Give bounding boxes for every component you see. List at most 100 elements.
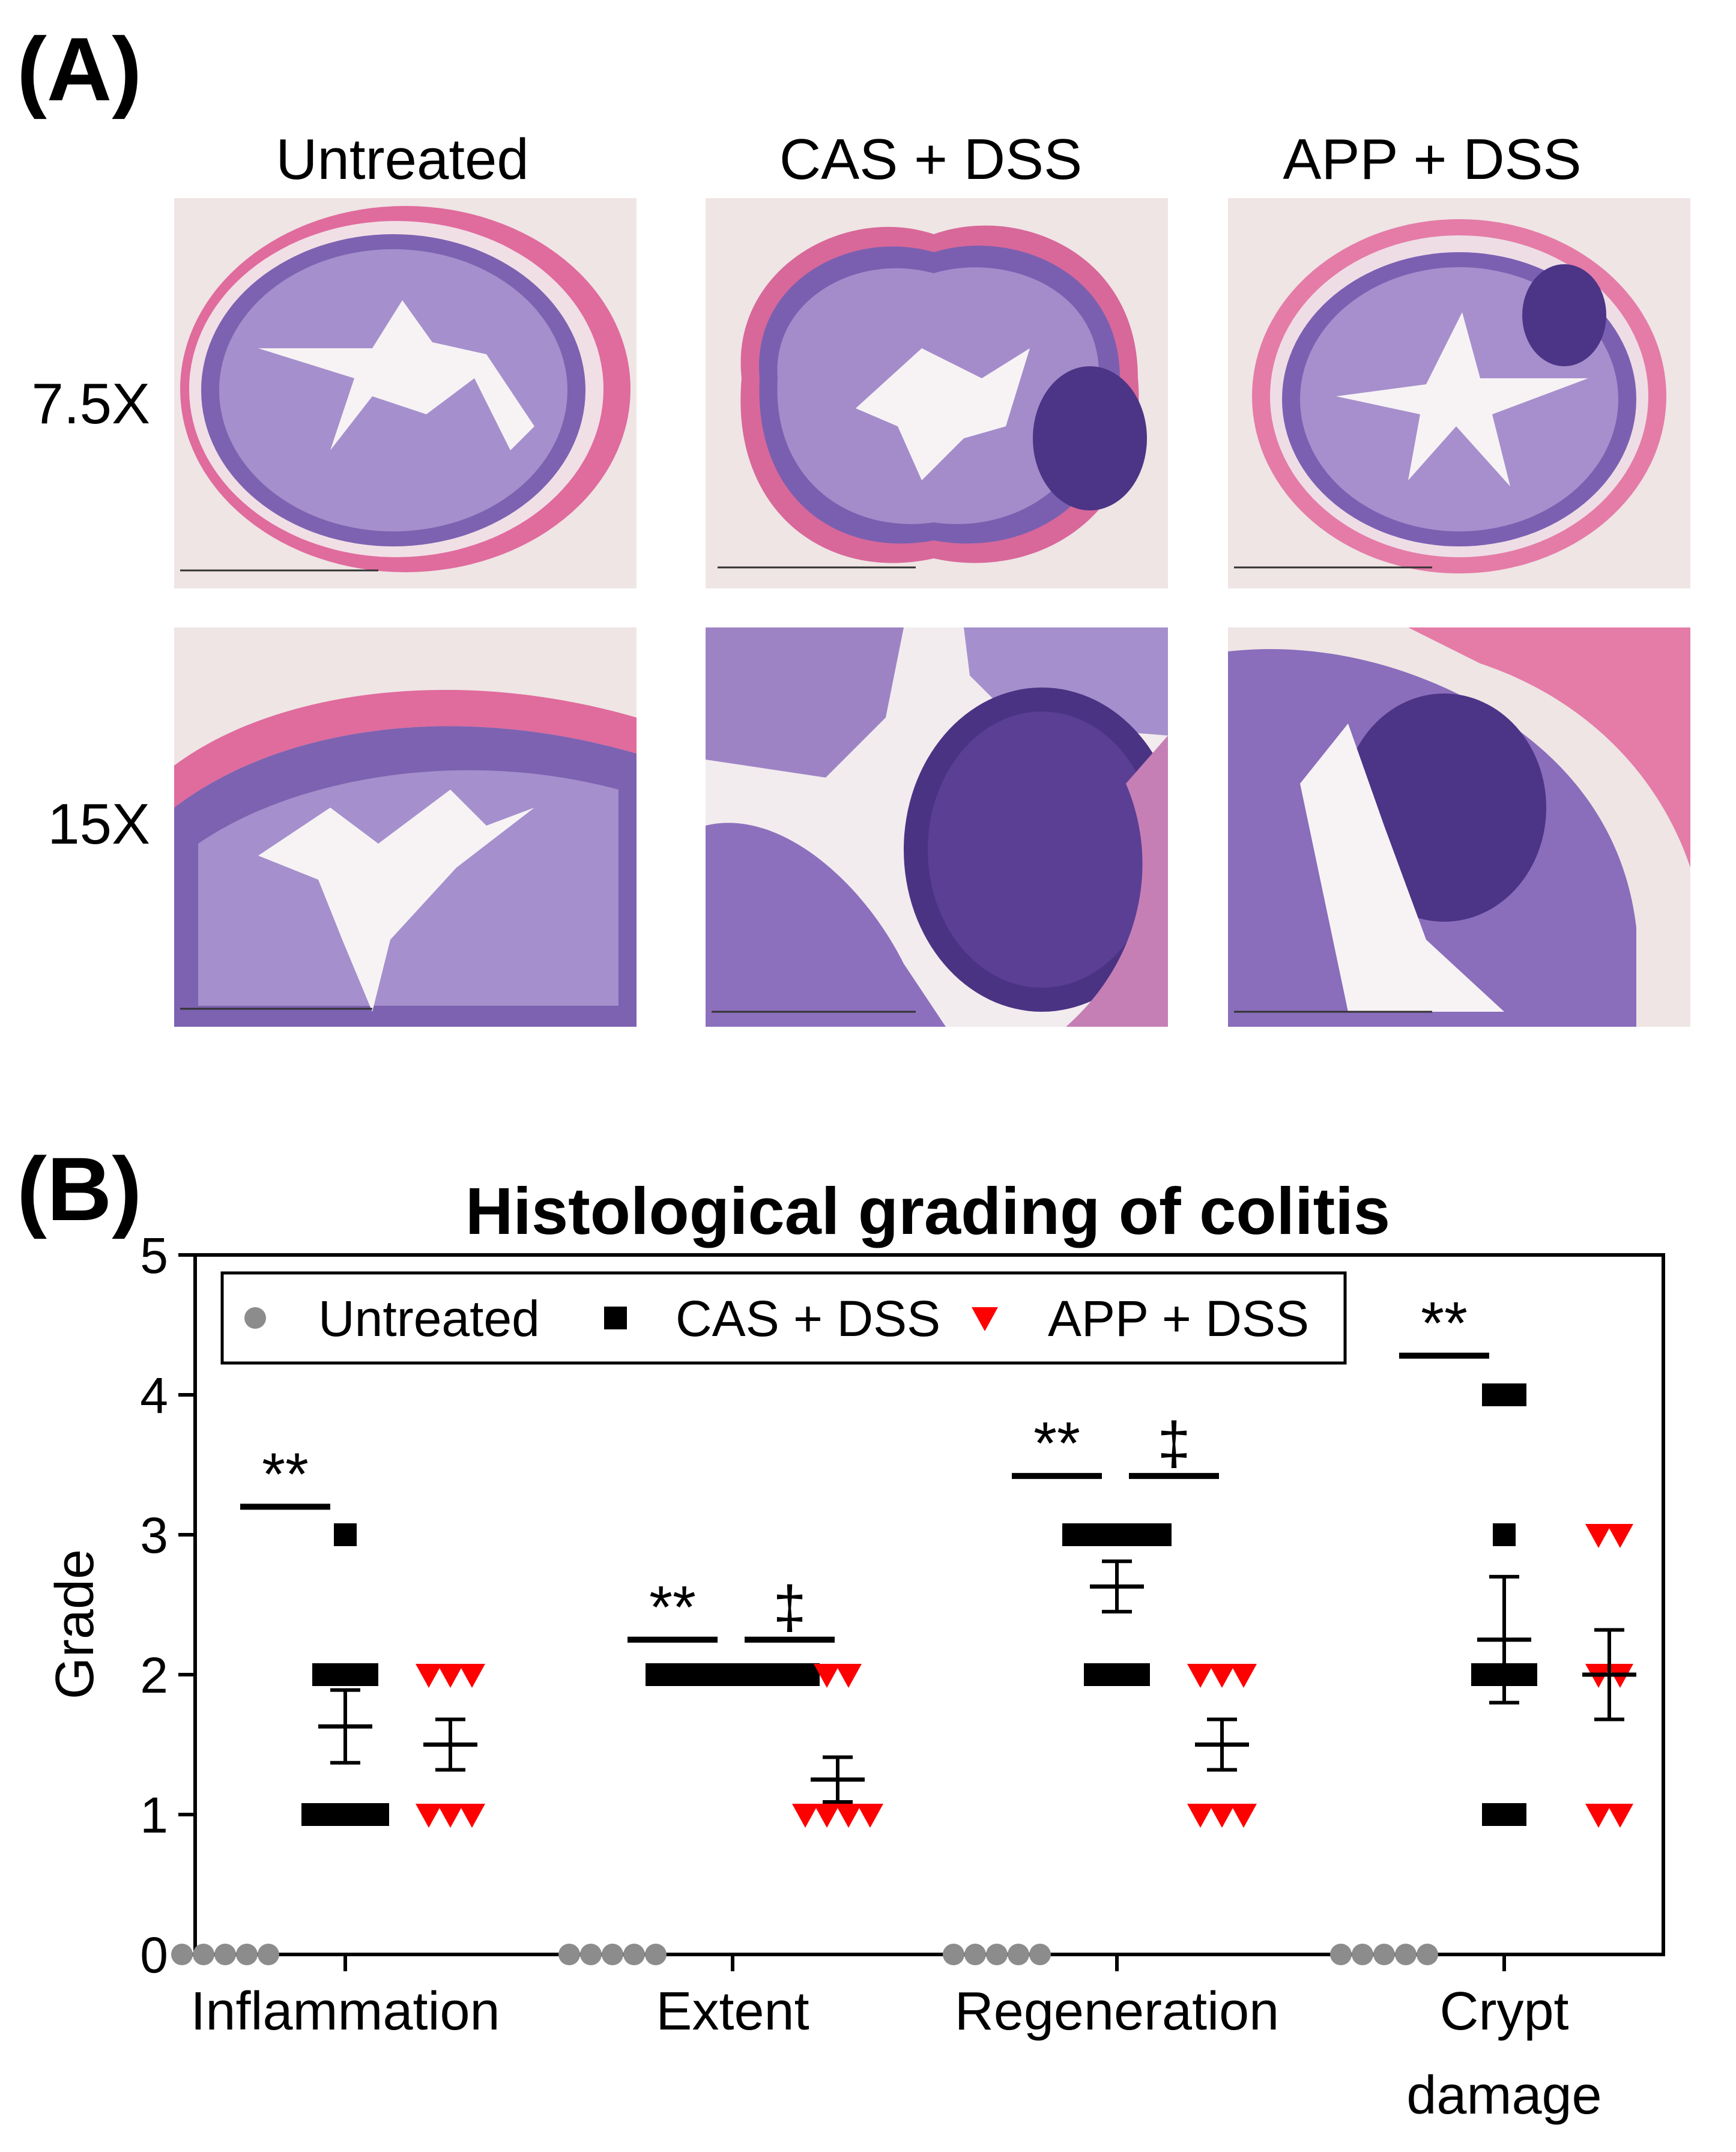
data-point — [301, 1803, 324, 1826]
data-point — [1029, 1944, 1051, 1965]
data-point — [1105, 1523, 1128, 1546]
data-point — [334, 1663, 357, 1686]
data-point — [646, 1663, 668, 1686]
data-point — [1352, 1944, 1373, 1965]
significance-label: ‡ — [773, 1574, 806, 1641]
data-point — [1062, 1523, 1085, 1546]
data-point — [312, 1663, 335, 1686]
data-point — [1504, 1383, 1526, 1406]
data-point — [1209, 1804, 1235, 1828]
data-point — [1585, 1524, 1612, 1548]
column-header-app-dss: APP + DSS — [1283, 127, 1582, 192]
data-point — [1373, 1944, 1395, 1965]
data-point — [667, 1663, 690, 1686]
plot-frame — [193, 1253, 1665, 1956]
data-point — [1395, 1944, 1417, 1965]
y-axis-label: Grade — [45, 1549, 105, 1699]
data-point — [345, 1803, 367, 1826]
data-point — [1482, 1803, 1505, 1826]
data-point — [1230, 1804, 1257, 1828]
data-point — [1149, 1523, 1172, 1546]
data-point — [792, 1804, 818, 1828]
row-header-15x: 15X — [47, 792, 150, 856]
data-point — [323, 1803, 346, 1826]
data-point — [835, 1804, 862, 1828]
x-tick-label: Regeneration — [955, 1981, 1279, 2042]
column-header-untreated: Untreated — [276, 127, 529, 192]
data-point — [1187, 1804, 1214, 1828]
data-point — [193, 1944, 214, 1965]
data-point — [1209, 1664, 1235, 1688]
x-tick-label: damage — [1406, 2066, 1601, 2126]
panel-b-letter: (B) — [17, 1138, 142, 1239]
data-point — [1514, 1663, 1537, 1686]
data-point — [645, 1944, 667, 1965]
data-point — [814, 1804, 840, 1828]
data-point — [1084, 1663, 1107, 1686]
data-point — [972, 1307, 998, 1331]
data-point — [437, 1804, 464, 1828]
y-tick-label: 5 — [140, 1227, 168, 1284]
significance-label: ** — [1421, 1290, 1468, 1357]
data-point — [258, 1944, 279, 1965]
data-point — [1585, 1804, 1612, 1828]
panel-a-letter: (A) — [17, 19, 142, 119]
micrograph-app-dss-15x — [1228, 627, 1690, 1027]
x-tick-label: Extent — [656, 1981, 809, 2042]
data-point — [1330, 1944, 1352, 1965]
data-point — [334, 1523, 357, 1546]
data-point — [1127, 1663, 1150, 1686]
significance-label: ** — [262, 1440, 309, 1508]
data-point — [437, 1664, 464, 1688]
data-point — [835, 1664, 862, 1688]
data-point — [775, 1663, 798, 1686]
legend-label: CAS + DSS — [676, 1290, 940, 1347]
data-point — [1008, 1944, 1029, 1965]
legend-box — [220, 1271, 1347, 1365]
data-point — [171, 1944, 193, 1965]
data-point — [355, 1663, 378, 1686]
data-point — [604, 1307, 627, 1329]
data-point — [416, 1664, 442, 1688]
y-tick-label: 0 — [140, 1927, 168, 1983]
data-point — [964, 1944, 986, 1965]
micrograph-cas-dss-7-5x — [706, 198, 1168, 588]
chart-title: Histological grading of colitis — [465, 1174, 1390, 1248]
data-point — [1504, 1803, 1526, 1826]
data-point — [366, 1803, 389, 1826]
data-point — [1607, 1524, 1633, 1548]
data-point — [236, 1944, 258, 1965]
data-point — [1127, 1523, 1150, 1546]
x-tick-label: Inflammation — [190, 1981, 500, 2042]
colitis-grading-chart: Histological grading of colitis Grade 0 1… — [45, 1174, 1665, 2126]
data-point — [1230, 1664, 1257, 1688]
significance-label: ‡ — [1157, 1410, 1191, 1477]
data-point — [459, 1804, 485, 1828]
data-point — [943, 1944, 964, 1965]
data-point — [986, 1944, 1008, 1965]
data-point — [1417, 1944, 1438, 1965]
micrograph-cas-dss-15x — [706, 627, 1168, 1027]
data-point — [416, 1804, 442, 1828]
x-tick-label: Crypt — [1439, 1981, 1568, 2042]
y-tick-label: 4 — [140, 1367, 168, 1424]
y-tick-label: 2 — [140, 1647, 168, 1703]
data-point — [459, 1664, 485, 1688]
data-point — [214, 1944, 236, 1965]
significance-label: ** — [649, 1574, 696, 1641]
data-point — [1084, 1523, 1107, 1546]
data-point — [814, 1664, 840, 1688]
micrograph-app-dss-7-5x — [1228, 198, 1690, 588]
legend-label: APP + DSS — [1048, 1290, 1309, 1347]
data-point — [602, 1944, 623, 1965]
data-point — [1187, 1664, 1214, 1688]
data-point — [1493, 1523, 1516, 1546]
data-point — [580, 1944, 602, 1965]
y-tick-label: 1 — [140, 1787, 168, 1843]
micrograph-untreated-7-5x — [174, 198, 637, 588]
data-point — [1471, 1663, 1494, 1686]
micrograph-untreated-15x — [174, 627, 637, 1027]
data-point — [1482, 1383, 1505, 1406]
data-point — [1607, 1804, 1633, 1828]
y-tick-label: 3 — [140, 1507, 168, 1564]
